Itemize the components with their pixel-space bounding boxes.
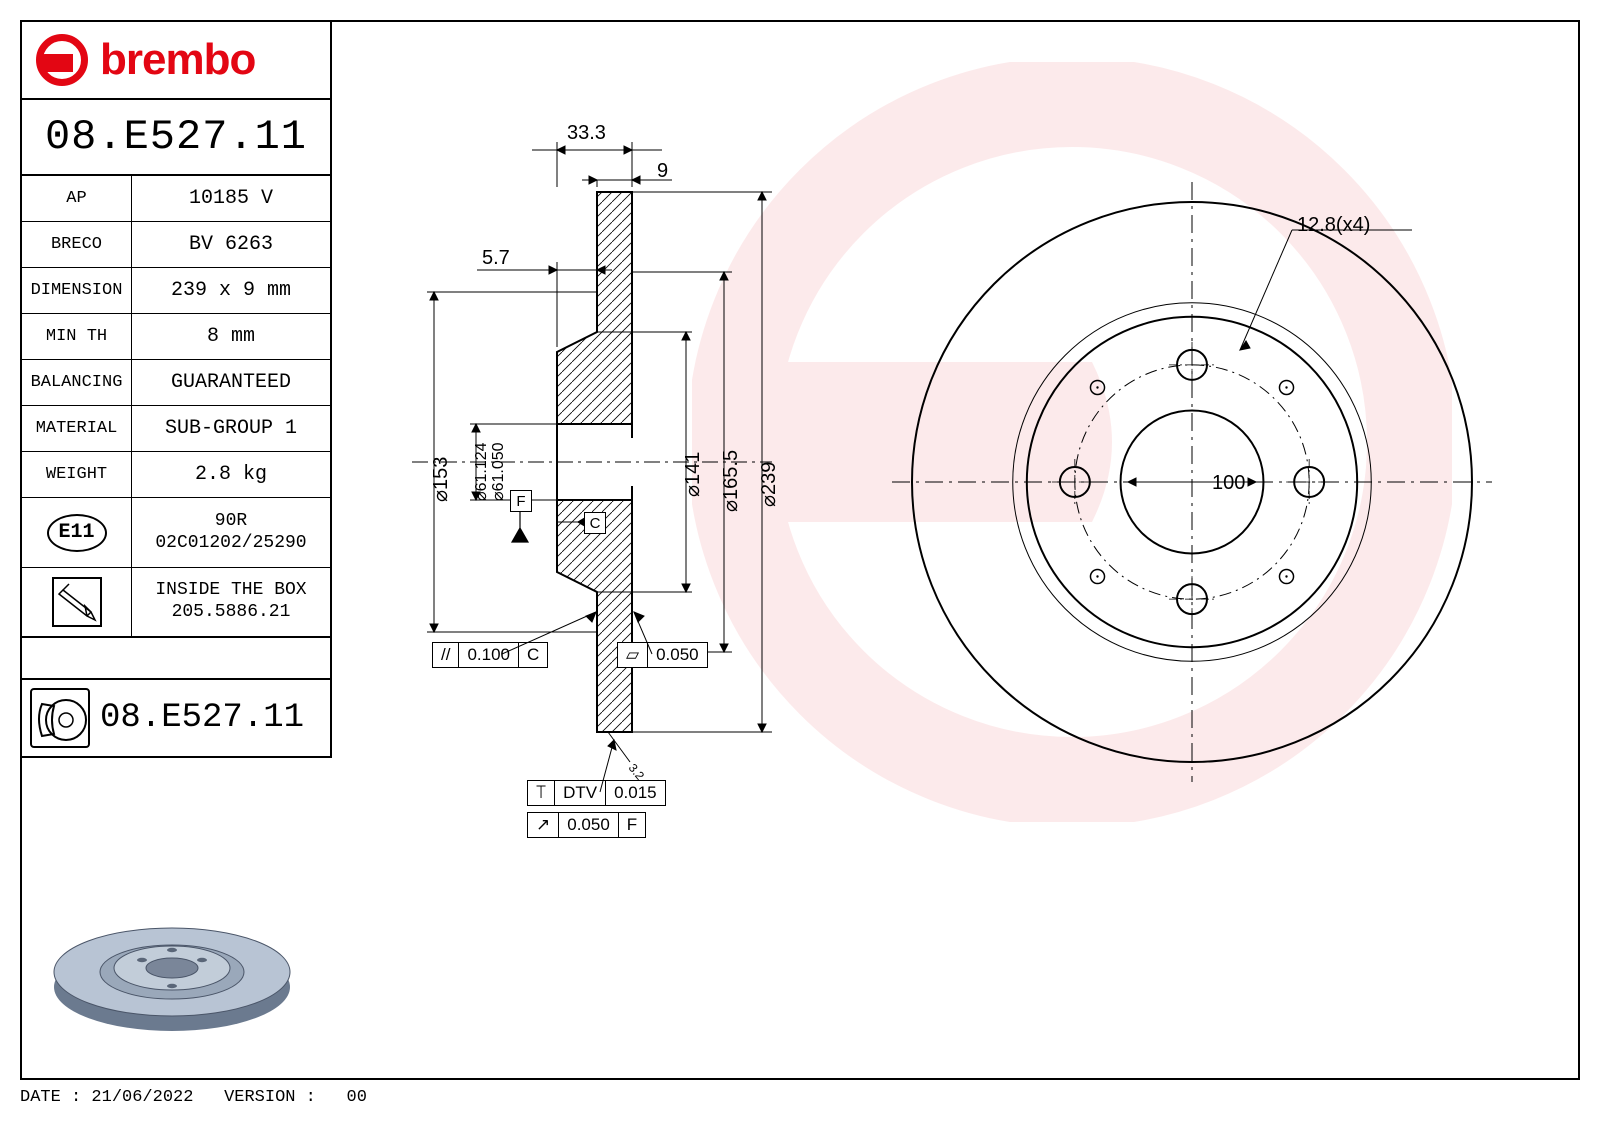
spec-label: MATERIAL	[22, 406, 132, 451]
box-contents-row: INSIDE THE BOX 205.5886.21	[22, 568, 330, 638]
part-number-repeat: 08.E527.11	[100, 699, 304, 737]
spec-value: 10185 V	[132, 176, 330, 221]
drawing-area: 33.3 9 5.7 ⌀239 ⌀165.5 ⌀141 ⌀153 ⌀61.124…	[332, 22, 1578, 1078]
e11-badge: E11	[47, 514, 107, 552]
spec-row-balancing: BALANCINGGUARANTEED	[22, 360, 330, 406]
spec-label: BRECO	[22, 222, 132, 267]
spec-label: MIN TH	[22, 314, 132, 359]
spec-row-material: MATERIALSUB-GROUP 1	[22, 406, 330, 452]
spec-value: 8 mm	[132, 314, 330, 359]
footer: DATE : 21/06/2022 VERSION : 00	[20, 1088, 367, 1107]
spec-value: BV 6263	[132, 222, 330, 267]
spec-label: DIMENSION	[22, 268, 132, 313]
tol-leaders: 3.2	[352, 92, 832, 872]
drawing-sheet: brembo 08.E527.11 AP10185 VBRECOBV 6263D…	[20, 20, 1580, 1080]
info-panel: brembo 08.E527.11 AP10185 VBRECOBV 6263D…	[22, 22, 332, 758]
spec-value: GUARANTEED	[132, 360, 330, 405]
spec-row-ap: AP10185 V	[22, 176, 330, 222]
brand-logo-row: brembo	[22, 22, 330, 100]
screw-icon	[52, 577, 102, 627]
screw-icon-cell	[22, 568, 132, 636]
spec-label: WEIGHT	[22, 452, 132, 497]
spec-value: SUB-GROUP 1	[132, 406, 330, 451]
caliper-disc-icon	[30, 688, 90, 748]
spec-value: 239 x 9 mm	[132, 268, 330, 313]
part-number-main: 08.E527.11	[22, 100, 330, 176]
spec-row-dimension: DIMENSION239 x 9 mm	[22, 268, 330, 314]
spec-row-breco: BRECOBV 6263	[22, 222, 330, 268]
part-number-repeat-row: 08.E527.11	[22, 678, 330, 758]
box-contents-value: INSIDE THE BOX 205.5886.21	[132, 568, 330, 636]
brembo-logo-icon	[36, 34, 88, 86]
spec-value: 2.8 kg	[132, 452, 330, 497]
approval-row: E11 90R 02C01202/25290	[22, 498, 330, 568]
spec-row-weight: WEIGHT2.8 kg	[22, 452, 330, 498]
front-leaders	[852, 142, 1532, 822]
brand-name: brembo	[100, 35, 255, 85]
approval-code: 90R 02C01202/25290	[132, 498, 330, 567]
dim-chamfer: 3.2	[626, 761, 648, 783]
disc-3d-thumbnail	[42, 892, 302, 1052]
spec-label: AP	[22, 176, 132, 221]
spec-row-min-th: MIN TH8 mm	[22, 314, 330, 360]
spec-label: BALANCING	[22, 360, 132, 405]
approval-mark-cell: E11	[22, 498, 132, 567]
